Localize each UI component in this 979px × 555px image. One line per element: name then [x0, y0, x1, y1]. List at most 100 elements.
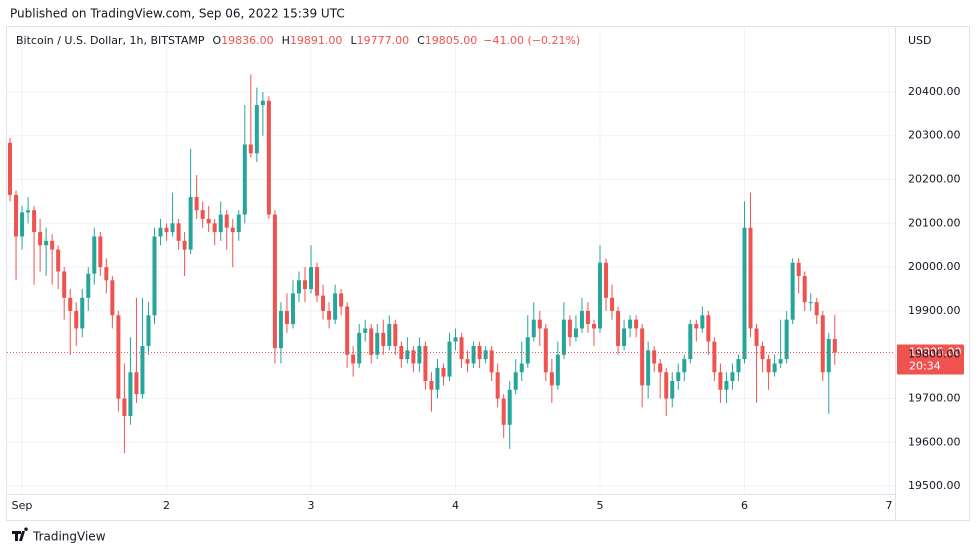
candle-body: [664, 372, 669, 399]
candle-body: [712, 341, 717, 373]
candle-body: [206, 218, 211, 224]
candle-body: [339, 293, 344, 307]
candle-body: [453, 337, 458, 342]
candle-body: [303, 280, 308, 290]
candle-body: [38, 232, 43, 246]
candle-body: [44, 240, 49, 246]
candle-body: [483, 350, 488, 360]
candle-body: [248, 144, 253, 154]
candle-body: [447, 341, 452, 377]
y-tick-label: 19600.00: [908, 435, 961, 448]
candle-body: [820, 315, 825, 373]
candle-body: [766, 359, 771, 373]
candle-body: [345, 306, 350, 355]
candle-body: [152, 236, 157, 316]
candle-body: [134, 372, 139, 395]
candle-body: [567, 319, 572, 338]
candle-body: [188, 197, 193, 250]
candle-body: [200, 210, 205, 219]
candle-body: [194, 197, 199, 211]
candle-body: [116, 315, 121, 399]
candle-body: [92, 236, 97, 274]
candle-body: [363, 328, 368, 333]
candle-body: [760, 345, 765, 360]
candle-body: [309, 267, 314, 290]
candle-body: [74, 310, 79, 329]
countdown: 20:34: [909, 360, 941, 373]
candle-body: [591, 324, 596, 329]
candle-body: [826, 338, 831, 373]
candle-body: [495, 372, 500, 399]
candle-body: [435, 367, 440, 390]
candle-body: [501, 398, 506, 425]
candle-body: [315, 267, 320, 296]
x-tick-label: 6: [741, 499, 748, 512]
candle-body: [393, 324, 398, 346]
x-tick-label: 4: [452, 499, 459, 512]
candle-body: [561, 319, 566, 355]
brand-name: TradingView: [32, 530, 106, 544]
candle-body: [423, 345, 428, 382]
candle-body: [296, 280, 301, 294]
candle-body: [748, 227, 753, 329]
candle-body: [399, 345, 404, 360]
candle-body: [8, 142, 13, 195]
candle-body: [634, 319, 639, 329]
candle-body: [598, 262, 603, 329]
candle-body: [146, 315, 151, 346]
legend-close-label: C: [417, 34, 425, 47]
candle-body: [290, 293, 295, 325]
candle-body: [110, 280, 115, 316]
candle-body: [471, 345, 476, 364]
legend-high: 19891.00: [290, 34, 343, 47]
candle-body: [670, 381, 675, 399]
candle-body: [122, 398, 127, 417]
y-tick-label: 20100.00: [908, 216, 961, 229]
candle-body: [507, 389, 512, 425]
candle-body: [519, 363, 524, 373]
candle-body: [375, 332, 380, 355]
candle-body: [327, 310, 332, 320]
candle-body: [272, 214, 277, 349]
legend-low-label: L: [350, 34, 357, 47]
candle-body: [676, 372, 681, 382]
candle-body: [802, 275, 807, 303]
candle-body: [706, 315, 711, 342]
y-tick-label: 19800.00: [908, 348, 961, 361]
candle-body: [260, 100, 265, 106]
candle-body: [14, 194, 19, 237]
y-tick-label: 20000.00: [908, 260, 961, 273]
y-tick-label: 20400.00: [908, 85, 961, 98]
candle-body: [772, 363, 777, 373]
candle-body: [694, 324, 699, 329]
x-tick-label: Sep: [12, 499, 33, 512]
brand-logo: [12, 527, 28, 541]
candles: [8, 74, 837, 454]
candle-body: [513, 372, 518, 390]
candle-body: [742, 227, 747, 360]
candle-body: [254, 105, 259, 154]
legend-low: 19777.00: [357, 34, 410, 47]
candle-body: [182, 240, 187, 250]
candle-body: [682, 359, 687, 373]
x-tick-label: 7: [885, 499, 892, 512]
candle-body: [411, 350, 416, 364]
candle-body: [236, 214, 241, 233]
candle-body: [640, 328, 645, 386]
legend-high-label: H: [282, 34, 290, 47]
candle-body: [321, 295, 326, 311]
y-tick-label: 19700.00: [908, 392, 961, 405]
y-tick-label: 20200.00: [908, 173, 961, 186]
currency: USD: [908, 34, 932, 47]
candle-body: [140, 345, 145, 395]
candle-body: [573, 328, 578, 338]
candle-body: [489, 350, 494, 373]
candle-body: [170, 223, 175, 233]
candle-body: [700, 315, 705, 329]
legend-change: −41.00 (−0.21%): [483, 34, 580, 47]
candle-body: [531, 319, 536, 338]
candle-body: [784, 319, 789, 360]
candle-body: [230, 227, 235, 233]
